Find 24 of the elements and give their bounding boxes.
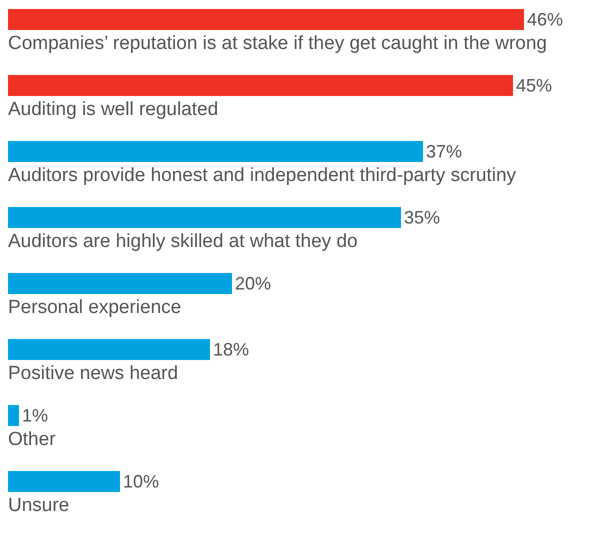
bar	[8, 207, 401, 228]
y-tick-label: Personal experience	[8, 297, 182, 318]
data-label: 1%	[22, 406, 48, 426]
data-label: 18%	[213, 340, 250, 360]
y-tick-label: Companies’ reputation is at stake if they get caught in the wrong	[8, 33, 547, 54]
bar	[8, 9, 524, 30]
bar	[8, 273, 232, 294]
y-tick-label: Auditors provide honest and independent third-party scrutiny	[8, 165, 517, 186]
bar	[8, 75, 513, 96]
y-tick-label: Auditing is well regulated	[8, 99, 218, 120]
y-tick-label: Other	[8, 429, 56, 450]
bar	[8, 405, 19, 426]
y-tick-label: Positive news heard	[8, 363, 178, 384]
data-label: 45%	[516, 76, 552, 96]
data-label: 20%	[235, 274, 272, 294]
bar	[8, 141, 423, 162]
data-label: 10%	[123, 472, 160, 492]
y-tick-label: Unsure	[8, 495, 70, 516]
data-label: 46%	[527, 10, 564, 30]
data-label: 37%	[426, 142, 462, 162]
data-label: 35%	[404, 208, 440, 228]
bar	[8, 471, 120, 492]
bar	[8, 339, 210, 360]
y-tick-label: Auditors are highly skilled at what they do	[8, 231, 358, 252]
